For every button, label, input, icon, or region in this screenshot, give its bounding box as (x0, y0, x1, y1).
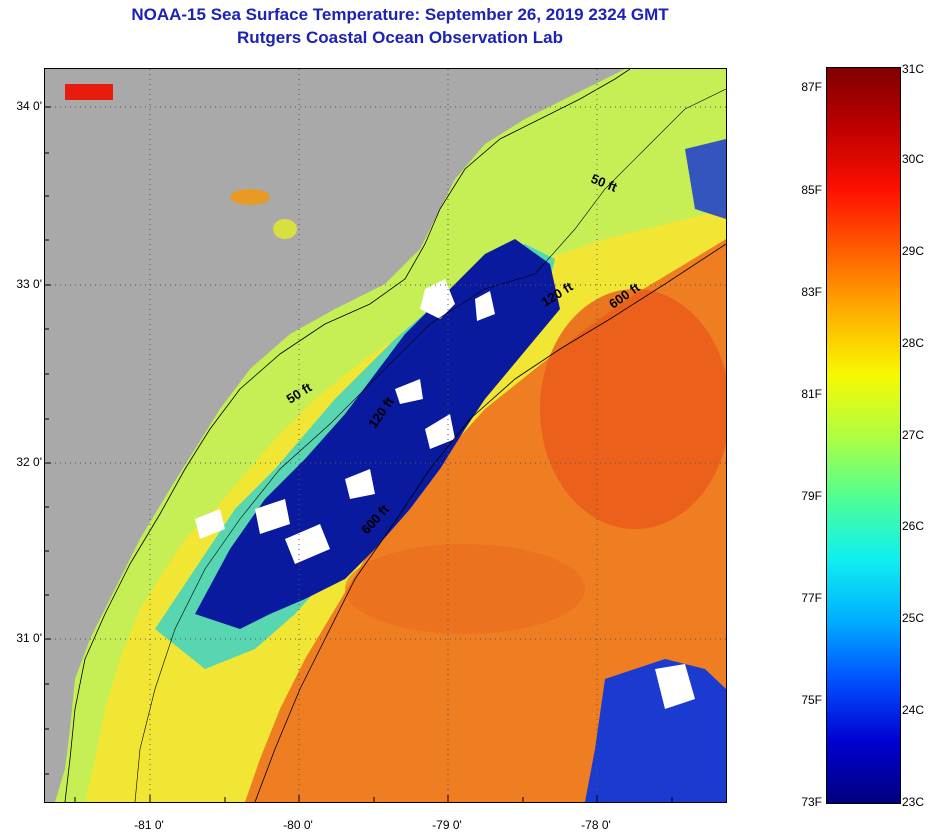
map-title: NOAA-15 Sea Surface Temperature: Septemb… (131, 5, 669, 24)
lake-yellow (273, 219, 297, 239)
warm-patch (345, 544, 585, 634)
colorbar-c-24: 24C (902, 703, 925, 717)
map-ticks (45, 106, 673, 802)
contour-600ft (254, 243, 726, 802)
lat-label-31: 31 0' (16, 631, 42, 645)
cold-patch-northeast (685, 139, 726, 219)
cloud-southeast (655, 664, 695, 709)
colorbar-f-81: 81F (801, 387, 822, 401)
colorbar-f-87: 87F (801, 80, 822, 94)
graticule (45, 69, 726, 802)
colorbar-c-27: 27C (902, 428, 925, 442)
colorbar-c-25: 25C (902, 611, 925, 625)
lat-label-34: 34 0' (16, 99, 42, 113)
warm-core (540, 289, 726, 529)
lat-label-33: 33 0' (16, 277, 42, 291)
contour-50ft (134, 88, 726, 802)
cold-water (195, 239, 560, 629)
lake-red (65, 84, 113, 100)
colorbar-c-29: 29C (902, 244, 925, 258)
colorbar-f-75: 75F (801, 693, 822, 707)
temperature-colorbar (826, 67, 901, 804)
colorbar-c-26: 26C (902, 519, 925, 533)
coastline (64, 69, 631, 802)
lon-label-78: -78 0' (581, 818, 611, 832)
colorbar-f-73: 73F (801, 795, 822, 809)
colorbar-c-23: 23C (902, 795, 925, 809)
cloud-patches (195, 279, 495, 564)
map-subtitle: Rutgers Coastal Ocean Observation Lab (237, 28, 563, 47)
colorbar-f-85: 85F (801, 183, 822, 197)
sst-map[interactable]: 50 ft 120 ft 600 ft 50 ft 120 ft 600 ft (44, 68, 727, 803)
colorbar-c-28: 28C (902, 336, 925, 350)
colorbar-c-30: 30C (902, 152, 925, 166)
lake-orange (230, 189, 270, 205)
lon-label-80: -80 0' (283, 818, 313, 832)
lon-label-79: -79 0' (432, 818, 462, 832)
cold-patch-southeast (585, 659, 726, 802)
colorbar-c-31: 31C (902, 62, 925, 76)
lon-label-81: -81 0' (134, 818, 164, 832)
colorbar-f-79: 79F (801, 489, 822, 503)
colorbar-f-77: 77F (801, 591, 822, 605)
lat-label-32: 32 0' (16, 455, 42, 469)
colorbar-f-83: 83F (801, 285, 822, 299)
